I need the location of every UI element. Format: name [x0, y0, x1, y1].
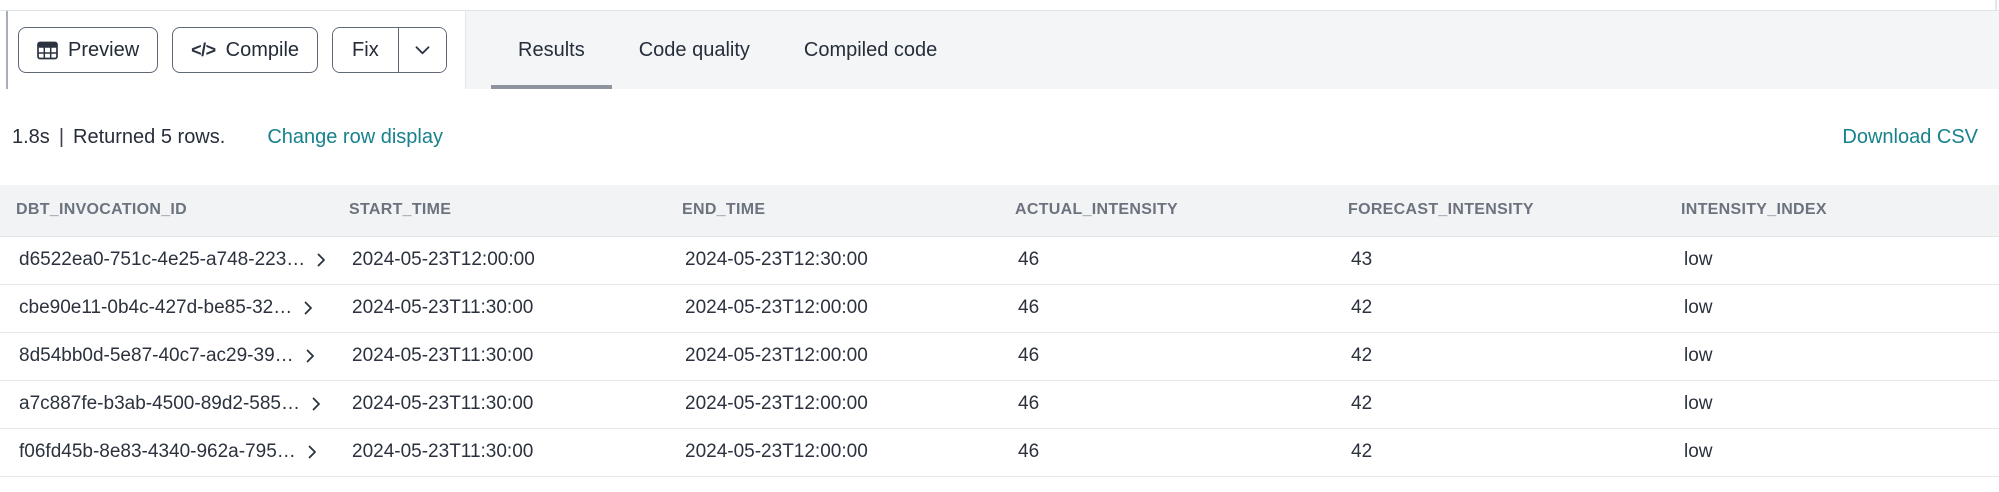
cell-intensity-index: low: [1665, 236, 1999, 285]
chevron-right-icon: [304, 301, 313, 315]
tab-compiled-code-label: Compiled code: [803, 38, 938, 61]
results-tabs: Results Code quality Compiled code: [466, 11, 1999, 89]
cell-dbt-invocation-id: cbe90e11-0b4c-427d-be85-32…: [0, 284, 333, 333]
compile-button-label: Compile: [225, 38, 300, 61]
expand-cell-button[interactable]: [308, 445, 317, 459]
invocation-id-value: 8d54bb0d-5e87-40c7-ac29-39…: [19, 345, 294, 366]
cell-forecast-intensity: 42: [1332, 380, 1665, 429]
cell-forecast-intensity: 42: [1332, 428, 1665, 477]
cell-start-time: 2024-05-23T11:30:00: [333, 380, 666, 429]
toolbar: Preview </> Compile Fix: [0, 11, 466, 89]
chevron-right-icon: [317, 253, 326, 267]
cell-forecast-intensity: 42: [1332, 332, 1665, 381]
cell-dbt-invocation-id: d6522ea0-751c-4e25-a748-223…: [0, 236, 333, 285]
code-icon: </>: [191, 39, 216, 60]
table-icon: [37, 41, 58, 59]
tab-results[interactable]: Results: [491, 11, 612, 89]
col-header-intensity-index: INTENSITY_INDEX: [1665, 185, 1999, 237]
cell-end-time: 2024-05-23T12:00:00: [666, 428, 999, 477]
col-header-actual-intensity: ACTUAL_INTENSITY: [999, 185, 1332, 237]
table-row: a7c887fe-b3ab-4500-89d2-585… 2024-05-23T…: [0, 380, 1999, 429]
cell-forecast-intensity: 42: [1332, 284, 1665, 333]
table-header-row: DBT_INVOCATION_ID START_TIME END_TIME AC…: [0, 185, 1999, 237]
download-csv-link[interactable]: Download CSV: [1842, 125, 1978, 148]
results-table: DBT_INVOCATION_ID START_TIME END_TIME AC…: [0, 185, 1999, 477]
chevron-down-icon: [415, 45, 430, 54]
panel-header: Preview </> Compile Fix Results: [0, 11, 1999, 89]
expand-cell-button[interactable]: [304, 301, 313, 315]
invocation-id-value: a7c887fe-b3ab-4500-89d2-585…: [19, 393, 300, 414]
cell-start-time: 2024-05-23T11:30:00: [333, 332, 666, 381]
cell-actual-intensity: 46: [999, 332, 1332, 381]
cell-dbt-invocation-id: 8d54bb0d-5e87-40c7-ac29-39…: [0, 332, 333, 381]
cell-dbt-invocation-id: f06fd45b-8e83-4340-962a-795…: [0, 428, 333, 477]
invocation-id-value: d6522ea0-751c-4e25-a748-223…: [19, 249, 306, 270]
preview-button[interactable]: Preview: [18, 27, 159, 73]
status-bar: 1.8s | Returned 5 rows. Change row displ…: [0, 89, 1999, 185]
compile-button[interactable]: </> Compile: [172, 27, 319, 73]
expand-cell-button[interactable]: [312, 397, 321, 411]
cell-end-time: 2024-05-23T12:00:00: [666, 284, 999, 333]
fix-button-label: Fix: [352, 38, 379, 61]
rows-returned-text: Returned 5 rows.: [73, 125, 226, 148]
cell-actual-intensity: 46: [999, 428, 1332, 477]
chevron-right-icon: [306, 349, 314, 363]
cell-forecast-intensity: 43: [1332, 236, 1665, 285]
expand-cell-button[interactable]: [306, 349, 315, 363]
cell-actual-intensity: 46: [999, 380, 1332, 429]
status-separator: |: [58, 125, 65, 148]
cell-dbt-invocation-id: a7c887fe-b3ab-4500-89d2-585…: [0, 380, 333, 429]
expand-cell-button[interactable]: [317, 253, 326, 267]
preview-button-label: Preview: [68, 38, 140, 61]
table-row: d6522ea0-751c-4e25-a748-223… 2024-05-23T…: [0, 236, 1999, 285]
change-row-display-link[interactable]: Change row display: [267, 125, 443, 148]
fix-split-button: Fix: [332, 27, 447, 73]
tab-compiled-code[interactable]: Compiled code: [777, 11, 964, 89]
results-table-body: d6522ea0-751c-4e25-a748-223… 2024-05-23T…: [0, 236, 1999, 477]
cell-start-time: 2024-05-23T11:30:00: [333, 428, 666, 477]
tab-code-quality[interactable]: Code quality: [612, 11, 777, 89]
cell-intensity-index: low: [1665, 380, 1999, 429]
invocation-id-value: cbe90e11-0b4c-427d-be85-32…: [19, 297, 293, 318]
cell-end-time: 2024-05-23T12:30:00: [666, 236, 999, 285]
cell-actual-intensity: 46: [999, 236, 1332, 285]
cell-start-time: 2024-05-23T11:30:00: [333, 284, 666, 333]
cell-intensity-index: low: [1665, 332, 1999, 381]
table-row: 8d54bb0d-5e87-40c7-ac29-39… 2024-05-23T1…: [0, 332, 1999, 381]
cell-intensity-index: low: [1665, 428, 1999, 477]
fix-dropdown-button[interactable]: [397, 28, 446, 72]
table-row: cbe90e11-0b4c-427d-be85-32… 2024-05-23T1…: [0, 284, 1999, 333]
tab-code-quality-label: Code quality: [638, 38, 750, 61]
tab-results-label: Results: [518, 38, 585, 61]
col-header-start-time: START_TIME: [333, 185, 666, 237]
editor-bottom-strip: [0, 0, 1999, 11]
chevron-right-icon: [312, 397, 320, 411]
cell-actual-intensity: 46: [999, 284, 1332, 333]
fix-button[interactable]: Fix: [333, 28, 398, 72]
pane-divider[interactable]: [6, 11, 8, 89]
cell-start-time: 2024-05-23T12:00:00: [333, 236, 666, 285]
scrollbar-sliver: [1995, 0, 1997, 11]
invocation-id-value: f06fd45b-8e83-4340-962a-795…: [19, 441, 296, 462]
cell-end-time: 2024-05-23T12:00:00: [666, 380, 999, 429]
col-header-end-time: END_TIME: [666, 185, 999, 237]
col-header-dbt-invocation-id: DBT_INVOCATION_ID: [0, 185, 333, 237]
table-row: f06fd45b-8e83-4340-962a-795… 2024-05-23T…: [0, 428, 1999, 477]
chevron-right-icon: [308, 445, 316, 459]
cell-end-time: 2024-05-23T12:00:00: [666, 332, 999, 381]
cell-intensity-index: low: [1665, 284, 1999, 333]
col-header-forecast-intensity: FORECAST_INTENSITY: [1332, 185, 1665, 237]
query-duration: 1.8s: [12, 125, 50, 148]
